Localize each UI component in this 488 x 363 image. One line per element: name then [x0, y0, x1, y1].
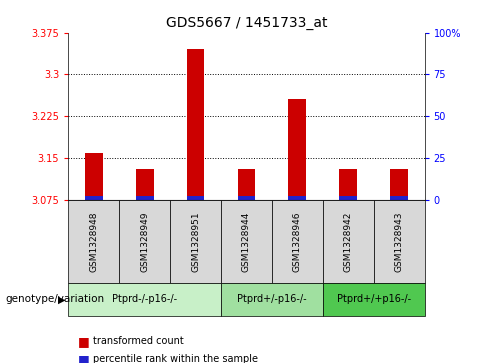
Text: GSM1328946: GSM1328946: [293, 211, 302, 272]
Bar: [339, 196, 357, 200]
Text: GSM1328948: GSM1328948: [89, 211, 98, 272]
Text: Ptprd-/-p16-/-: Ptprd-/-p16-/-: [112, 294, 177, 305]
Bar: [85, 154, 102, 200]
Text: GSM1328944: GSM1328944: [242, 211, 251, 272]
Bar: [85, 196, 102, 200]
Text: GSM1328951: GSM1328951: [191, 211, 200, 272]
Text: GSM1328949: GSM1328949: [140, 211, 149, 272]
Text: transformed count: transformed count: [93, 336, 183, 346]
Text: genotype/variation: genotype/variation: [5, 294, 104, 305]
Bar: [288, 196, 306, 200]
Bar: [186, 49, 204, 200]
Text: GSM1328943: GSM1328943: [395, 211, 404, 272]
Bar: [136, 169, 154, 200]
Text: GSM1328942: GSM1328942: [344, 211, 353, 272]
Bar: [390, 196, 408, 200]
Text: ▶: ▶: [59, 294, 66, 305]
Title: GDS5667 / 1451733_at: GDS5667 / 1451733_at: [166, 16, 327, 30]
Bar: [288, 99, 306, 200]
Bar: [238, 169, 255, 200]
Bar: [238, 196, 255, 200]
Bar: [390, 169, 408, 200]
Text: Ptprd+/+p16-/-: Ptprd+/+p16-/-: [337, 294, 411, 305]
Bar: [186, 196, 204, 200]
Text: ■: ■: [78, 353, 90, 363]
Text: percentile rank within the sample: percentile rank within the sample: [93, 354, 258, 363]
Bar: [339, 169, 357, 200]
Text: Ptprd+/-p16-/-: Ptprd+/-p16-/-: [237, 294, 306, 305]
Text: ■: ■: [78, 335, 90, 348]
Bar: [136, 196, 154, 200]
